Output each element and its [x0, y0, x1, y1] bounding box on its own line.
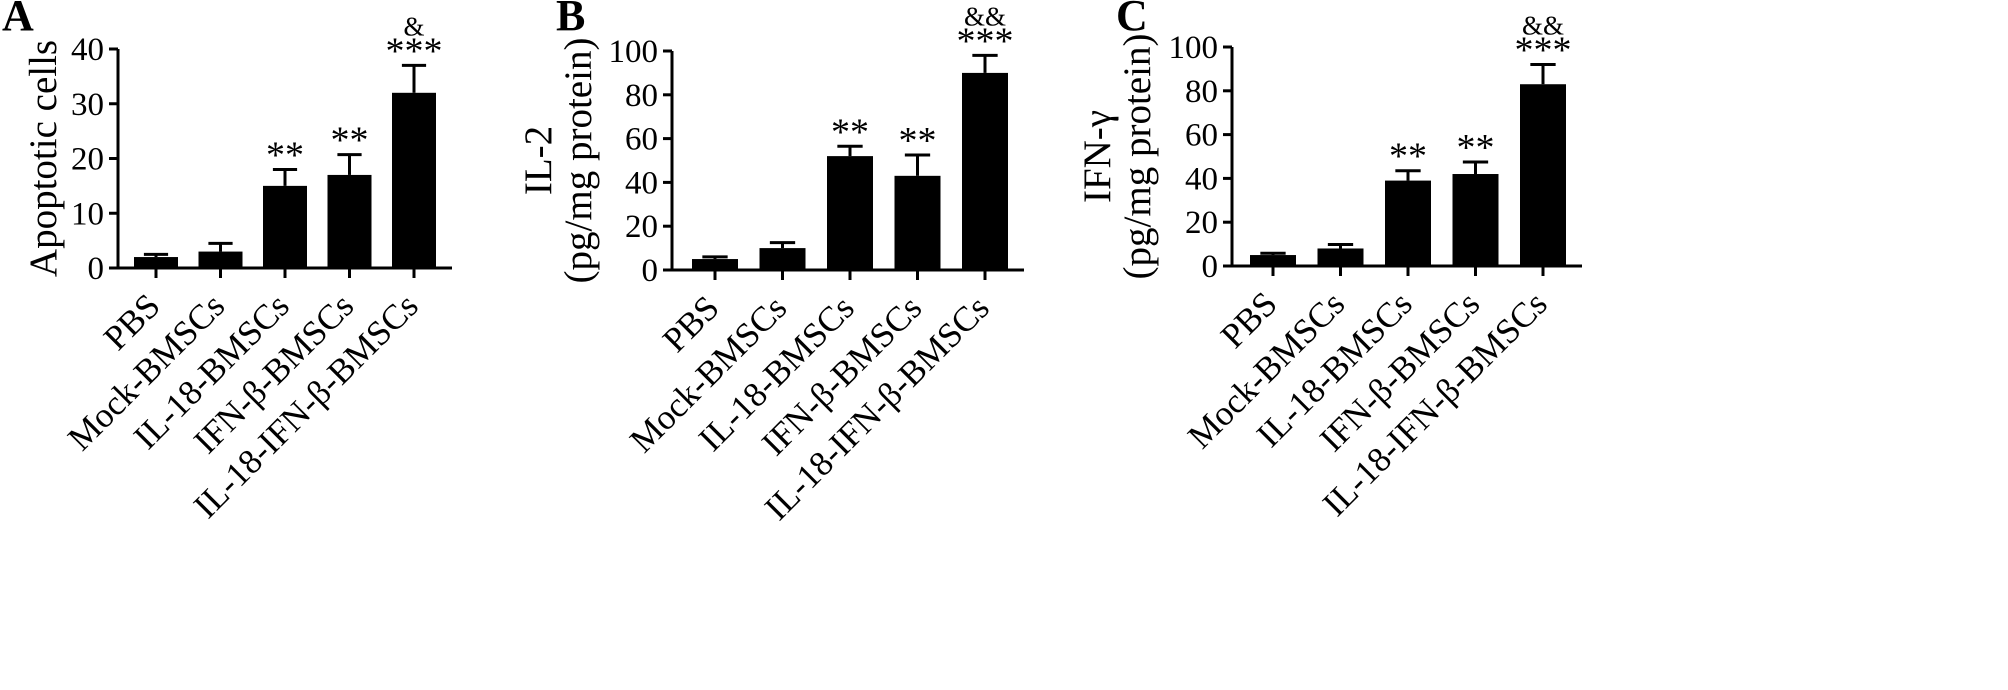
bar	[692, 259, 738, 270]
bar	[759, 248, 806, 270]
bar	[392, 92, 436, 268]
bar	[134, 257, 178, 268]
secondary-significance-label: &	[403, 11, 424, 41]
y-axis-title: IFN-γ	[1076, 110, 1119, 203]
bar	[263, 185, 307, 268]
y-tick-label: 0	[1202, 249, 1219, 285]
y-tick-label: 100	[1169, 30, 1219, 66]
y-tick-label: 40	[71, 32, 104, 68]
y-tick-label: 20	[71, 142, 104, 178]
bar	[1452, 174, 1499, 266]
significance-label: ***	[957, 20, 1014, 62]
y-tick-label: 40	[625, 165, 658, 201]
bar	[1317, 248, 1364, 266]
chart-panel-b: BIL-2(pg/mg protein) 020406080100PBSMock-…	[517, 0, 1024, 528]
y-tick-label: 80	[625, 78, 658, 114]
bar	[1250, 255, 1296, 266]
y-tick-label: 0	[88, 251, 105, 287]
y-tick-label: 60	[1185, 118, 1218, 154]
y-tick-label: 80	[1185, 74, 1218, 110]
significance-label: **	[831, 111, 869, 153]
y-tick-label: 0	[642, 253, 659, 289]
significance-label: ***	[386, 30, 443, 72]
bar	[827, 156, 873, 270]
y-tick-label: 100	[609, 34, 659, 70]
significance-label: ***	[1515, 30, 1572, 72]
significance-label: **	[331, 120, 369, 162]
y-tick-label: 20	[1185, 205, 1218, 241]
bar	[198, 251, 243, 268]
significance-label: **	[266, 134, 304, 176]
bar	[1520, 84, 1566, 266]
bar	[327, 174, 372, 268]
significance-label: **	[1457, 127, 1495, 169]
y-axis-title: (pg/mg protein)	[1116, 34, 1159, 280]
panel-label: C	[1116, 0, 1148, 40]
significance-label: **	[899, 120, 937, 162]
y-tick-label: 40	[1185, 161, 1218, 197]
y-axis-title: Apoptotic cells	[22, 40, 65, 277]
panel-label: A	[2, 0, 34, 40]
bar	[962, 72, 1008, 271]
y-tick-label: 10	[71, 196, 104, 232]
y-axis-title: (pg/mg protein)	[557, 38, 600, 284]
secondary-significance-label: &&	[964, 1, 1006, 31]
y-tick-label: 60	[625, 122, 658, 158]
y-axis-title: IL-2	[517, 126, 560, 195]
bar	[1385, 180, 1431, 266]
significance-label: **	[1389, 136, 1427, 178]
panel-label: B	[556, 0, 585, 40]
y-tick-label: 30	[71, 87, 104, 123]
bar	[894, 175, 941, 270]
y-tick-label: 20	[625, 209, 658, 245]
secondary-significance-label: &&	[1522, 11, 1564, 41]
